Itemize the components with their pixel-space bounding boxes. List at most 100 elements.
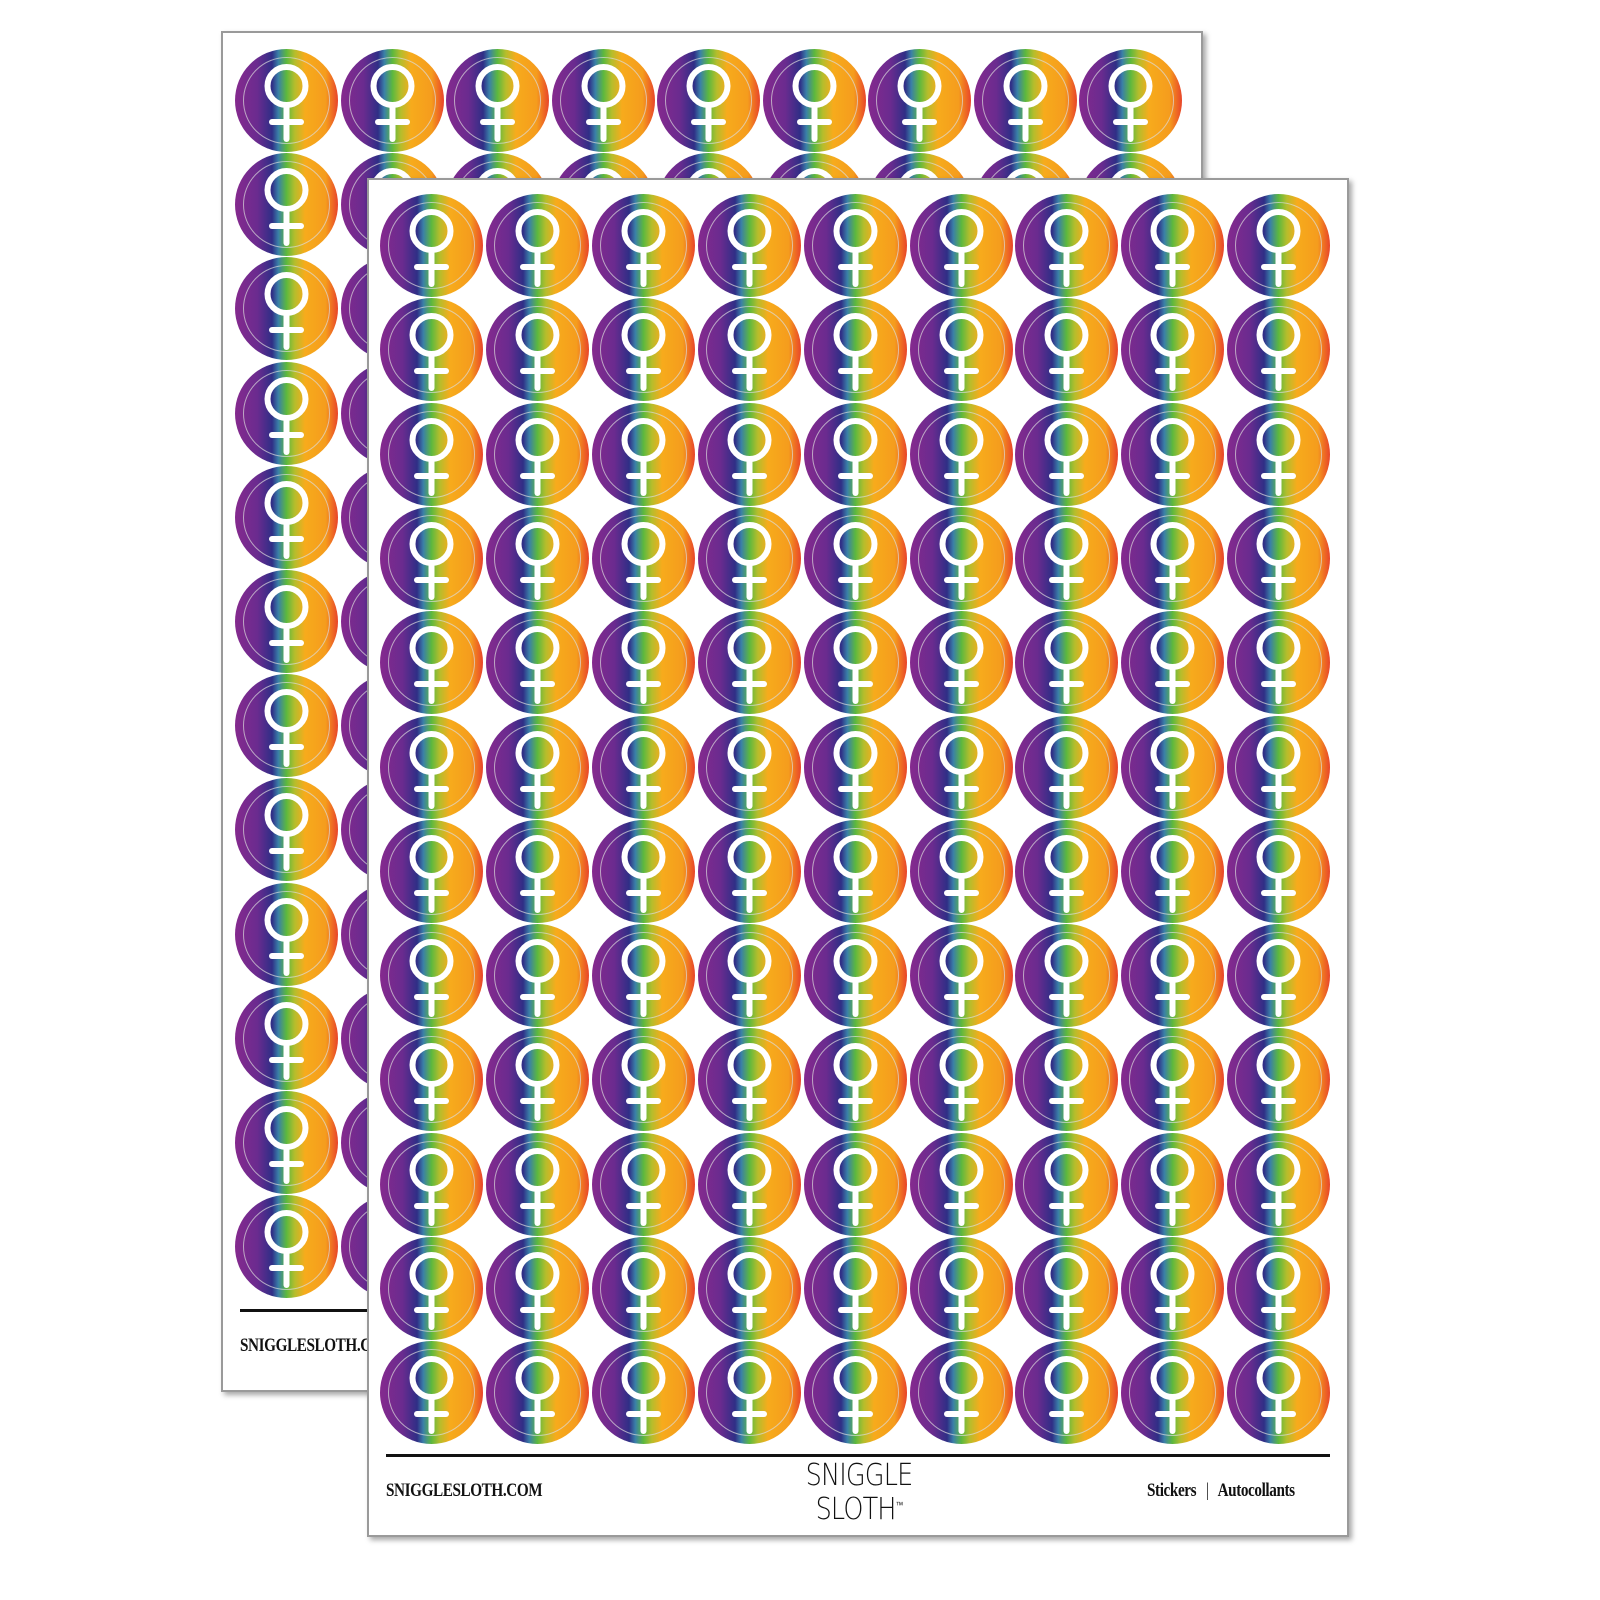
venus-sticker — [803, 1028, 907, 1132]
venus-icon — [1150, 417, 1195, 496]
venus-icon — [727, 626, 772, 705]
sticker-cut-line — [599, 1245, 687, 1332]
venus-icon — [515, 939, 560, 1018]
sticker-cut-line — [1235, 619, 1323, 707]
venus-icon — [515, 1043, 560, 1122]
sticker-cut-line — [243, 161, 330, 249]
venus-icon — [727, 1043, 772, 1122]
venus-sticker — [697, 1132, 801, 1236]
sticker-cut-line — [493, 932, 581, 1020]
sticker-cut-line — [599, 827, 687, 915]
sticker-cut-line — [243, 57, 330, 144]
sticker-cut-line — [493, 1140, 581, 1228]
logo-line2: SLOTH™ — [815, 1492, 904, 1527]
sticker-cut-line — [493, 1245, 581, 1332]
venus-icon — [264, 897, 309, 976]
venus-sticker — [485, 611, 589, 715]
venus-icon — [1044, 1043, 1089, 1122]
venus-sticker — [380, 1341, 483, 1445]
sticker-cut-line — [388, 1349, 475, 1437]
venus-icon — [621, 1252, 666, 1330]
venus-sticker — [1015, 1028, 1119, 1132]
venus-sticker — [380, 506, 483, 610]
venus-sticker — [380, 715, 483, 819]
venus-icon — [833, 313, 878, 392]
sticker-cut-line — [917, 723, 1005, 811]
venus-sticker — [803, 715, 907, 819]
venus-icon — [515, 1252, 560, 1330]
sticker-cut-line — [599, 306, 687, 394]
venus-icon — [833, 730, 878, 809]
sticker-cut-line — [876, 57, 963, 144]
venus-icon — [1044, 626, 1089, 705]
venus-sticker — [909, 715, 1013, 819]
venus-sticker — [1121, 1132, 1225, 1236]
venus-sticker — [485, 819, 589, 923]
venus-sticker — [591, 819, 695, 923]
venus-icon — [1150, 209, 1195, 287]
sticker-cut-line — [1129, 1349, 1217, 1437]
venus-sticker — [803, 402, 907, 506]
venus-sticker — [1121, 194, 1225, 297]
sticker-cut-line — [493, 1349, 581, 1437]
sticker-cut-line — [917, 202, 1005, 289]
venus-icon — [939, 1252, 983, 1330]
venus-icon — [1150, 1252, 1195, 1330]
venus-sticker — [485, 402, 589, 506]
venus-sticker — [380, 1237, 483, 1340]
sticker-cut-line — [1235, 514, 1323, 602]
venus-sticker — [485, 924, 589, 1028]
venus-sticker — [235, 986, 338, 1090]
sticker-cut-line — [1129, 1245, 1217, 1332]
sticker-cut-line — [811, 1140, 899, 1228]
label-stickers: Stickers — [1147, 1480, 1197, 1501]
venus-icon — [1256, 1043, 1301, 1122]
venus-icon — [939, 1043, 983, 1122]
venus-sticker — [1121, 506, 1225, 610]
venus-sticker — [697, 194, 801, 297]
venus-sticker — [591, 194, 695, 297]
venus-sticker — [1015, 402, 1119, 506]
sticker-cut-line — [705, 1140, 793, 1228]
venus-sticker — [1227, 1028, 1331, 1132]
venus-icon — [621, 209, 666, 287]
venus-sticker — [380, 298, 483, 402]
venus-sticker — [1121, 1028, 1225, 1132]
venus-sticker — [380, 1028, 483, 1132]
sticker-cut-line — [243, 786, 330, 874]
sticker-cut-line — [388, 1140, 475, 1228]
venus-sticker — [380, 924, 483, 1028]
venus-sticker — [973, 49, 1077, 152]
sticker-cut-line — [1023, 932, 1111, 1020]
venus-sticker — [1015, 715, 1119, 819]
venus-icon — [621, 1147, 666, 1226]
sticker-cut-line — [1023, 410, 1111, 498]
venus-sticker — [1015, 1132, 1119, 1236]
venus-icon — [409, 1043, 454, 1122]
venus-icon — [621, 939, 666, 1018]
venus-sticker — [803, 1132, 907, 1236]
venus-icon — [939, 939, 983, 1018]
venus-sticker — [1227, 819, 1331, 923]
venus-icon — [1044, 939, 1089, 1018]
sticker-cut-line — [1129, 306, 1217, 394]
venus-sticker — [909, 924, 1013, 1028]
sticker-cut-line — [705, 619, 793, 707]
venus-icon — [1256, 417, 1301, 496]
sticker-cut-line — [388, 1245, 475, 1332]
venus-sticker — [762, 49, 866, 152]
sticker-cut-line — [1129, 514, 1217, 602]
venus-icon — [264, 1001, 309, 1080]
venus-icon — [939, 521, 983, 600]
sticker-cut-line — [1235, 723, 1323, 811]
sticker-cut-line — [599, 202, 687, 289]
venus-icon — [1150, 730, 1195, 809]
sticker-cut-line — [599, 1349, 687, 1437]
venus-sticker — [909, 1132, 1013, 1236]
venus-icon — [409, 417, 454, 496]
venus-icon — [409, 626, 454, 705]
sticker-cut-line — [243, 473, 330, 561]
sticker-cut-line — [388, 619, 475, 707]
sticker-cut-line — [811, 514, 899, 602]
venus-icon — [727, 939, 772, 1018]
